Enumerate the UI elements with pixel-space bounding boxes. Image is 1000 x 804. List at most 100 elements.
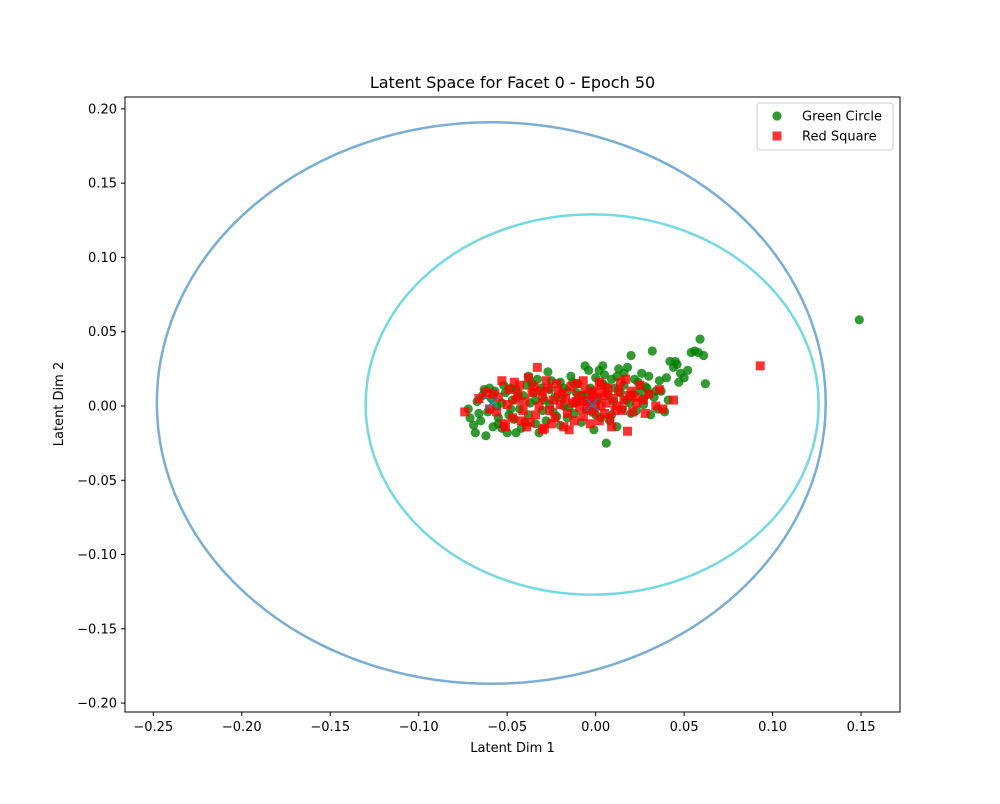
red-square-point <box>546 419 556 429</box>
red-square-point <box>509 377 519 387</box>
red-square-point <box>555 400 565 409</box>
red-square-point <box>557 389 567 399</box>
red-square-point <box>600 408 610 418</box>
red-square-point <box>585 395 595 405</box>
red-square-point <box>545 405 555 415</box>
legend-box <box>756 102 894 151</box>
red-square-point <box>508 413 517 423</box>
red-square-point <box>559 422 569 432</box>
green-circle-point <box>654 376 664 386</box>
red-square-point <box>532 362 542 372</box>
red-square-point <box>531 410 541 420</box>
x-tick-label: 0.10 <box>758 720 787 735</box>
green-circle-point <box>647 346 657 356</box>
x-tick-label: −0.15 <box>310 720 350 735</box>
red-square-point <box>548 395 558 405</box>
green-circle-point <box>854 315 864 325</box>
green-circle-point <box>488 422 498 432</box>
legend-green-circle-marker <box>772 111 782 121</box>
red-square-point <box>536 386 546 396</box>
center-x-stroke <box>585 397 599 412</box>
plot-area: −0.25 −0.20 −0.15 −0.10 −0.05 0.00 0.05 0.10 0.1… <box>77 96 901 735</box>
y-axis-label: Latent Dim 2 <box>52 362 67 446</box>
green-circle-point <box>481 431 491 441</box>
green-circle-point <box>470 428 480 438</box>
red-square-point <box>596 401 606 411</box>
x-tick-label: −0.25 <box>133 720 173 735</box>
red-square-point <box>621 374 631 384</box>
legend-red-square-marker <box>772 131 782 141</box>
green-circle-point <box>594 365 604 375</box>
red-square-point <box>550 413 560 423</box>
y-tick-label: −0.20 <box>77 697 117 712</box>
green-circle-point <box>601 438 611 448</box>
red-square-point <box>589 407 599 417</box>
red-square-point <box>592 392 602 402</box>
green-circle-point <box>644 371 654 381</box>
y-tick-label: 0.20 <box>88 102 117 117</box>
red-square-point <box>589 386 599 396</box>
red-square-point <box>488 389 498 399</box>
red-square-point <box>626 386 636 396</box>
green-circle-point <box>661 373 672 383</box>
data-layer <box>155 121 864 686</box>
x-tick-label: 0.00 <box>581 720 610 735</box>
cluster-ellipse-1 <box>155 121 827 686</box>
red-square-point <box>541 376 551 386</box>
red-square-point <box>594 416 604 426</box>
green-circle-point <box>474 408 484 419</box>
red-square-point <box>608 394 618 404</box>
red-square-point <box>520 397 530 407</box>
red-square-point <box>623 426 633 436</box>
chart-title: Latent Space for Facet 0 - Epoch 50 <box>370 73 655 92</box>
green-circle-point <box>674 377 684 387</box>
red-square-point <box>569 416 579 426</box>
y-tick-label: 0.15 <box>88 177 117 192</box>
red-square-point <box>492 407 502 417</box>
red-square-point <box>534 401 544 411</box>
green-circle-point <box>511 428 521 438</box>
green-circle-point <box>580 361 590 371</box>
red-square-point <box>601 398 611 408</box>
series-2 <box>460 361 765 436</box>
red-square-point <box>518 405 528 415</box>
red-square-point <box>601 391 611 401</box>
cluster-ellipse-2 <box>364 213 820 596</box>
cluster-center-1 <box>484 396 498 410</box>
x-tick-label: −0.10 <box>399 720 439 735</box>
red-square-point <box>529 382 539 392</box>
red-square-point <box>516 416 526 426</box>
red-square-point <box>484 404 494 414</box>
red-square-point <box>610 405 620 415</box>
red-square-point <box>564 425 574 435</box>
red-square-point <box>578 411 588 421</box>
green-circle-point <box>683 365 693 375</box>
red-square-point <box>523 373 533 383</box>
green-circle-point <box>637 368 647 378</box>
red-square-point <box>658 404 668 414</box>
red-square-point <box>591 401 601 411</box>
red-square-point <box>460 407 470 417</box>
y-tick-label: 0.05 <box>88 325 117 340</box>
cluster-center-2 <box>585 397 599 412</box>
red-square-point <box>481 388 491 398</box>
red-square-point <box>669 395 679 405</box>
green-circle-point <box>476 416 486 426</box>
red-square-point <box>614 386 624 396</box>
red-square-point <box>573 391 583 401</box>
y-tick-label: −0.15 <box>77 622 117 637</box>
red-square-point <box>513 389 523 399</box>
red-square-point <box>654 385 664 395</box>
red-square-point <box>511 395 521 405</box>
red-square-point <box>605 413 615 423</box>
red-square-point <box>493 392 503 402</box>
red-square-point <box>543 383 553 393</box>
red-square-point <box>527 388 537 398</box>
green-circle-point <box>626 350 636 361</box>
red-square-point <box>562 408 572 418</box>
red-square-point <box>578 376 588 386</box>
green-circle-point <box>543 367 553 377</box>
x-tick-label: 0.05 <box>670 720 699 735</box>
red-square-point <box>631 398 641 408</box>
green-circle-point <box>614 364 624 374</box>
